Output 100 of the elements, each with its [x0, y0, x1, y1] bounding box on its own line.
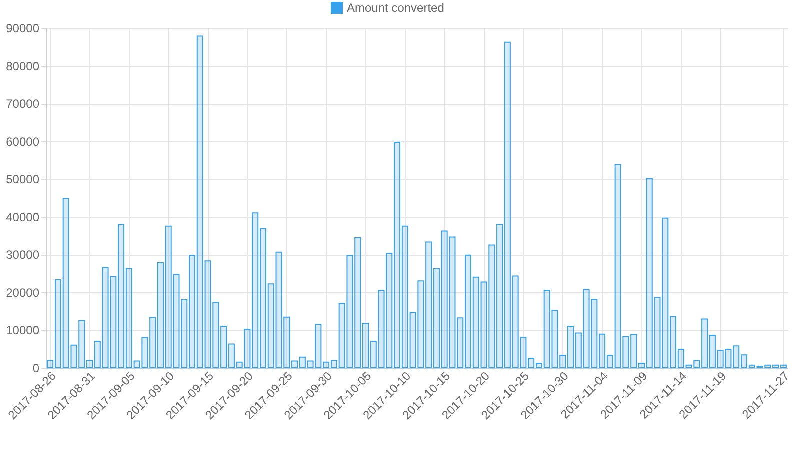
bar	[583, 289, 590, 368]
bar	[670, 316, 677, 368]
bar	[528, 358, 535, 368]
bar	[662, 218, 669, 368]
bar	[346, 255, 354, 368]
bar	[575, 332, 582, 368]
bar	[102, 267, 109, 368]
bar	[394, 142, 401, 368]
bar	[260, 228, 266, 368]
bar	[252, 212, 259, 368]
bar	[480, 282, 488, 368]
bar	[268, 284, 274, 368]
bar	[654, 297, 661, 368]
bar	[772, 364, 780, 368]
bar	[284, 316, 290, 368]
bar	[118, 224, 125, 368]
bar	[330, 360, 338, 368]
bar	[678, 348, 684, 368]
bar	[402, 226, 408, 368]
bar	[496, 224, 504, 368]
bar	[323, 362, 330, 368]
bar	[606, 355, 614, 368]
bar	[315, 324, 322, 368]
y-tick-label: 40000	[6, 210, 40, 224]
bar	[70, 344, 78, 368]
bar	[338, 303, 346, 368]
bar	[110, 276, 117, 368]
bar	[709, 335, 716, 368]
bar	[488, 244, 496, 368]
bar	[520, 337, 527, 368]
bar	[354, 238, 362, 368]
bar	[568, 326, 574, 368]
bar	[717, 350, 724, 368]
bar	[292, 360, 298, 368]
bar	[725, 348, 732, 368]
bar	[236, 362, 243, 368]
y-tick-label: 0	[32, 362, 40, 376]
legend-label: Amount converted	[347, 1, 444, 15]
bar	[552, 310, 558, 368]
y-tick-label: 10000	[6, 324, 40, 338]
bar	[244, 328, 251, 368]
bar	[157, 262, 164, 368]
bar	[386, 253, 393, 368]
bar	[464, 254, 472, 368]
bar	[370, 341, 377, 368]
y-tick-label: 90000	[6, 22, 40, 36]
bar	[457, 318, 464, 368]
bar	[544, 290, 550, 368]
bar	[410, 312, 416, 368]
bar	[126, 268, 132, 368]
bar	[378, 290, 385, 368]
bar	[599, 334, 606, 368]
bar	[181, 300, 188, 368]
bar	[748, 364, 756, 368]
y-tick-label: 30000	[6, 248, 40, 262]
bar	[426, 242, 432, 368]
bar	[134, 360, 140, 368]
bar	[228, 344, 235, 368]
bar	[165, 226, 172, 368]
bar	[638, 362, 645, 368]
bar	[449, 236, 456, 368]
bar	[646, 178, 653, 368]
bar	[560, 355, 566, 368]
bar	[204, 260, 212, 368]
bar	[686, 364, 692, 368]
bar	[614, 164, 622, 368]
bar	[622, 336, 630, 368]
bar	[780, 364, 787, 368]
bar	[764, 364, 772, 368]
y-tick-label: 70000	[6, 97, 40, 112]
bar	[630, 334, 638, 368]
bar	[142, 337, 148, 368]
bar	[196, 36, 204, 368]
bar	[220, 326, 228, 368]
y-tick-label: 60000	[6, 134, 40, 149]
bar	[212, 302, 220, 368]
y-tick-label: 50000	[6, 172, 40, 187]
y-tick-label: 20000	[6, 286, 40, 300]
bar	[173, 274, 180, 368]
bar	[441, 230, 448, 368]
bar	[307, 360, 314, 368]
bar	[472, 276, 480, 368]
bar	[591, 299, 598, 368]
bar	[150, 317, 156, 368]
y-tick-label: 80000	[6, 59, 40, 74]
bar	[86, 360, 94, 368]
bar	[740, 354, 748, 368]
bar	[299, 356, 306, 368]
bar	[47, 360, 54, 368]
bar	[536, 362, 542, 368]
bar	[702, 318, 708, 368]
bar	[733, 346, 740, 368]
bar	[94, 341, 101, 368]
bar	[54, 279, 62, 368]
bar	[504, 42, 511, 368]
bar	[62, 198, 70, 368]
bar	[512, 276, 519, 368]
bar	[694, 360, 700, 368]
bar	[78, 320, 86, 368]
bar	[189, 255, 196, 368]
